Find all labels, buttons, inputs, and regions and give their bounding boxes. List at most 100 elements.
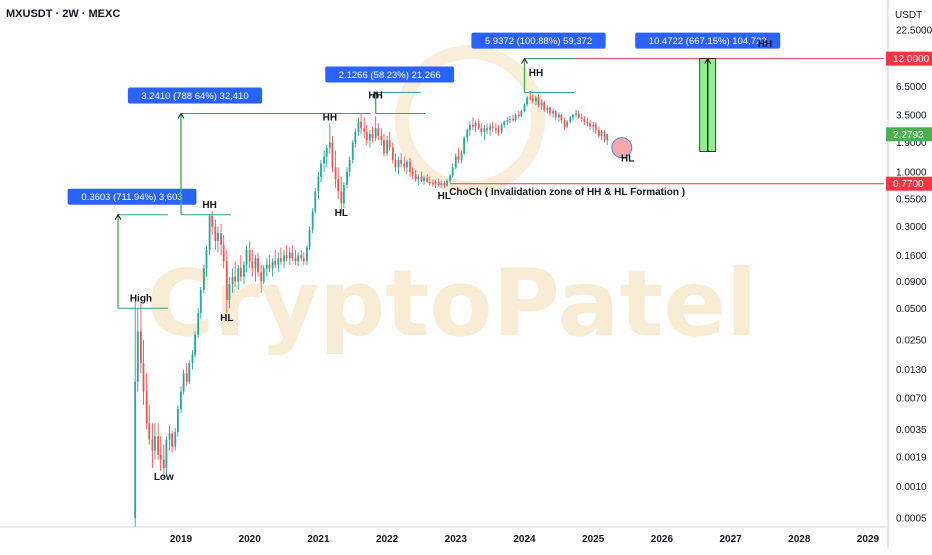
candle-body xyxy=(543,102,546,110)
candle-body xyxy=(491,126,494,129)
candle-body xyxy=(283,255,285,262)
candle-body xyxy=(231,276,234,285)
pattern-annotation: HH xyxy=(529,68,543,79)
candle-body xyxy=(506,120,509,122)
x-tick-label: 2025 xyxy=(582,534,605,545)
x-tick-label: 2023 xyxy=(445,534,468,545)
candle-body xyxy=(171,433,174,447)
candle-body xyxy=(154,436,156,451)
candle-body xyxy=(380,135,383,141)
candle-body xyxy=(563,120,566,127)
candle-body xyxy=(500,124,503,132)
pattern-annotation: HH xyxy=(758,39,772,50)
candle-body xyxy=(277,258,280,265)
candle-body xyxy=(208,215,211,250)
x-tick-label: 2029 xyxy=(857,534,880,545)
candle-body xyxy=(151,439,154,451)
candle-body xyxy=(600,131,603,136)
candle-body xyxy=(211,215,214,227)
candle-body xyxy=(357,121,360,132)
candle-body xyxy=(248,249,251,262)
candle-body xyxy=(432,183,434,185)
measure-label-text: 5.9372 (100.88%) 59,372 xyxy=(485,36,592,47)
measure-label-text: 3.2410 (788.64%) 32,410 xyxy=(141,91,248,102)
pattern-annotation: HL xyxy=(438,191,451,202)
candle-body xyxy=(449,175,451,181)
candle-body xyxy=(529,97,532,99)
candle-body xyxy=(251,261,254,269)
y-tick-label: 0.0035 xyxy=(896,425,927,436)
y-axis[interactable]: USDT 22.5000 6.5000 3.5000 1.9000 1.0000 0.550… xyxy=(887,0,932,550)
candle-body xyxy=(291,252,294,259)
candle-body xyxy=(148,423,151,440)
candle-body xyxy=(176,408,179,433)
price-tag xyxy=(886,176,932,191)
candle-body xyxy=(517,114,520,117)
candle-body xyxy=(157,436,159,455)
candle-body xyxy=(320,163,322,177)
price-tag-label: 2.2793 xyxy=(893,130,924,141)
candle-body xyxy=(434,181,437,185)
candle-body xyxy=(314,191,317,212)
candle-body xyxy=(271,261,274,269)
candle-body xyxy=(222,245,225,262)
candle-body xyxy=(417,176,420,180)
x-tick-label: 2027 xyxy=(719,534,742,545)
candle-body xyxy=(566,121,569,127)
candle-body xyxy=(577,113,580,118)
x-tick-label: 2022 xyxy=(376,534,399,545)
candle-body xyxy=(497,130,500,132)
candle-body xyxy=(426,177,429,182)
y-tick-label: 0.0005 xyxy=(896,514,927,525)
candle-body xyxy=(294,258,297,262)
x-tick-label: 2024 xyxy=(513,534,536,545)
pattern-annotation: High xyxy=(130,293,152,304)
candle-body xyxy=(351,142,354,160)
y-tick-label: 0.0900 xyxy=(896,277,927,288)
y-tick-label: 1.0000 xyxy=(896,167,927,178)
candle-body xyxy=(268,264,271,269)
annotations: High Low HH HL HH HL HH HL HH HL HH ChoCh ( Invalid… xyxy=(130,39,772,483)
candle-body xyxy=(134,381,137,518)
candle-body xyxy=(460,153,463,160)
candle-body xyxy=(203,268,205,290)
measure-label-text: 10.4722 (667.15%) 104,722 xyxy=(649,36,767,47)
chart-title: MXUSDT · 2W · MEXC xyxy=(6,8,121,20)
measure-label-text: 0.3603 (711.94%) 3,603 xyxy=(81,192,182,203)
candle-body xyxy=(260,272,263,282)
candle-body xyxy=(300,255,303,259)
candle-body xyxy=(397,159,400,168)
candle-body xyxy=(388,140,391,148)
candle-body xyxy=(468,124,471,131)
candle-body xyxy=(311,211,314,230)
y-tick-label: 0.0500 xyxy=(896,304,927,315)
y-tick-label: 1.9000 xyxy=(896,138,927,149)
candle-body xyxy=(546,107,549,110)
candle-body xyxy=(363,128,366,132)
candle-body xyxy=(494,128,497,131)
candle-body xyxy=(583,118,586,122)
candle-body xyxy=(537,97,540,106)
candle-body xyxy=(337,179,340,192)
price-tag xyxy=(886,127,932,142)
arrow-head-icon xyxy=(704,57,712,64)
candle-body xyxy=(474,123,477,127)
pattern-annotation: Low xyxy=(154,472,174,483)
price-tag xyxy=(886,51,932,66)
y-tick-label: 22.5000 xyxy=(896,26,932,37)
candle-body xyxy=(325,147,328,157)
candle-body xyxy=(174,432,177,447)
candle-body xyxy=(560,114,563,121)
candle-body xyxy=(592,124,595,127)
candle-body xyxy=(420,176,423,181)
candle-body xyxy=(274,261,277,265)
y-tick-label: 0.0250 xyxy=(896,335,927,346)
candle-body xyxy=(386,140,388,154)
x-axis[interactable]: 2019 2020 2021 2022 2023 2024 2025 2026 2027 2028… xyxy=(0,526,888,545)
candle-body xyxy=(554,111,557,118)
candle-body xyxy=(552,111,555,114)
candle-body xyxy=(594,124,597,131)
candle-body xyxy=(297,255,299,262)
